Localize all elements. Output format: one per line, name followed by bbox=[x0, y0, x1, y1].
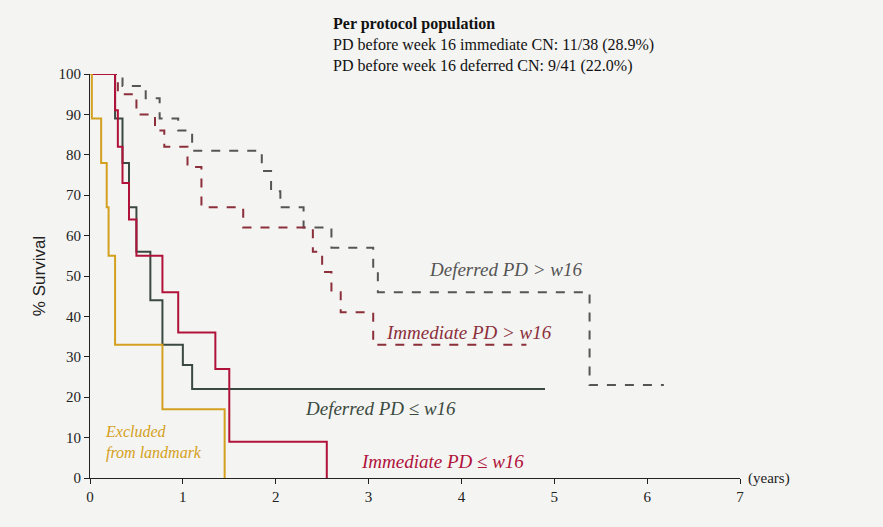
svg-text:Deferred PD > w16: Deferred PD > w16 bbox=[429, 259, 582, 280]
svg-text:3: 3 bbox=[365, 489, 373, 505]
svg-text:Immediate PD ≤ w16: Immediate PD ≤ w16 bbox=[361, 451, 524, 472]
svg-text:6: 6 bbox=[643, 489, 651, 505]
svg-text:Per protocol populationPD befo: Per protocol populationPD before week 16… bbox=[333, 15, 654, 75]
svg-text:Excludedfrom landmark: Excludedfrom landmark bbox=[105, 423, 202, 462]
svg-text:80: 80 bbox=[66, 147, 81, 163]
svg-text:20: 20 bbox=[66, 389, 81, 405]
svg-text:% Survival: % Survival bbox=[30, 236, 49, 316]
svg-text:2: 2 bbox=[272, 489, 280, 505]
svg-text:10: 10 bbox=[66, 430, 81, 446]
svg-text:90: 90 bbox=[66, 107, 81, 123]
svg-text:60: 60 bbox=[66, 228, 81, 244]
svg-text:0: 0 bbox=[86, 489, 94, 505]
svg-text:50: 50 bbox=[66, 268, 81, 284]
svg-text:5: 5 bbox=[551, 489, 559, 505]
svg-text:(years): (years) bbox=[748, 470, 790, 487]
svg-text:1: 1 bbox=[179, 489, 187, 505]
svg-text:70: 70 bbox=[66, 187, 81, 203]
svg-text:4: 4 bbox=[458, 489, 466, 505]
svg-text:Deferred PD ≤ w16: Deferred PD ≤ w16 bbox=[305, 398, 456, 419]
svg-text:0: 0 bbox=[74, 470, 82, 486]
svg-text:40: 40 bbox=[66, 309, 81, 325]
svg-text:30: 30 bbox=[66, 349, 81, 365]
svg-text:7: 7 bbox=[736, 489, 744, 505]
svg-text:100: 100 bbox=[59, 66, 82, 82]
svg-text:Immediate PD > w16: Immediate PD > w16 bbox=[386, 322, 552, 343]
